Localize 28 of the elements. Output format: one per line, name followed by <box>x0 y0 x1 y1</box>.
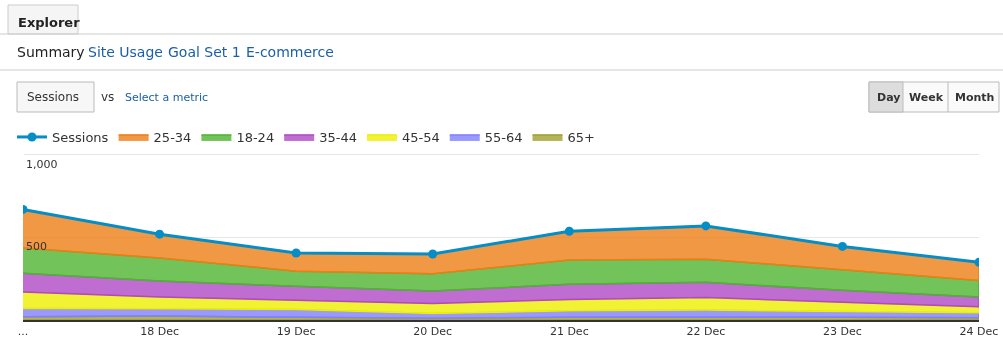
text: Site Usage <box>88 44 163 60</box>
text: Explorer <box>18 15 81 30</box>
x-tick-label: ... <box>17 325 29 339</box>
x-tick-label: 18 Dec <box>140 325 179 339</box>
x-tick-label: 21 Dec <box>549 325 589 339</box>
x-tick-label: 20 Dec <box>413 325 453 339</box>
text: Month <box>955 91 995 104</box>
text: E-commerce <box>246 44 334 60</box>
text: Sessions <box>27 90 80 104</box>
legend-label: 25-34 <box>153 130 192 146</box>
x-tick-label: 24 Dec <box>959 325 999 339</box>
legend-label: 65+ <box>567 130 595 146</box>
text: Select a metric <box>125 91 209 104</box>
text: Week <box>909 91 944 104</box>
legend-label: 35-44 <box>319 130 357 146</box>
text: vs <box>101 90 115 104</box>
text: Summary <box>17 44 85 60</box>
text: Goal Set 1 <box>168 44 241 60</box>
text: Day <box>877 91 901 104</box>
legend-label: 18-24 <box>236 130 275 146</box>
x-tick-label: 19 Dec <box>276 325 316 339</box>
legend-label: 55-64 <box>484 130 523 146</box>
y-tick-label: 1,000 <box>26 157 58 171</box>
legend-label: Sessions <box>52 130 109 146</box>
y-tick-label: 500 <box>26 240 47 254</box>
x-tick-label: 22 Dec <box>686 325 726 339</box>
legend-label: 45-54 <box>401 130 440 146</box>
x-tick-label: 23 Dec <box>823 325 862 339</box>
